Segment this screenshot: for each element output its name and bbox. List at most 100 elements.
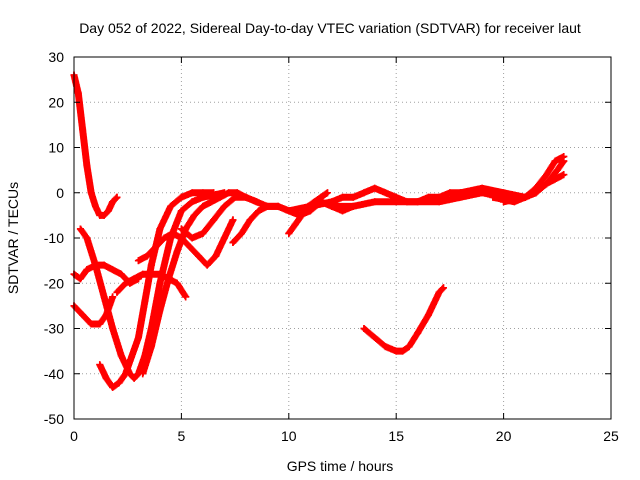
- data-point: [83, 162, 91, 170]
- data-point: [177, 193, 185, 201]
- data-point: [238, 229, 246, 237]
- data-point: [285, 229, 293, 237]
- data-point: [134, 334, 142, 342]
- data-point: [306, 202, 314, 210]
- data-point: [207, 198, 215, 206]
- data-point: [177, 207, 185, 215]
- data-point: [242, 193, 250, 201]
- data-series: [70, 71, 568, 391]
- axis-ticks: 0 5 10 15 20 25 -50 -40 -30 -20 -10 0 10 20 30: [44, 49, 619, 444]
- data-point: [439, 284, 447, 292]
- data-point: [457, 189, 465, 197]
- data-point: [414, 329, 422, 337]
- data-point: [424, 311, 432, 319]
- data-point: [500, 198, 508, 206]
- y-axis-label: SDTVAR / TECUs: [5, 182, 21, 294]
- data-point: [167, 202, 175, 210]
- series-arc-10: [229, 198, 357, 247]
- data-point: [339, 193, 346, 201]
- data-point: [371, 184, 379, 192]
- data-point: [83, 266, 91, 274]
- data-point: [195, 252, 203, 260]
- grid-lines: [74, 57, 611, 419]
- data-point: [500, 189, 508, 197]
- data-point: [117, 270, 125, 278]
- x-tick-label: 20: [496, 428, 512, 444]
- data-point: [253, 198, 261, 206]
- data-point: [74, 89, 82, 97]
- data-point: [199, 189, 207, 197]
- data-point: [291, 220, 299, 228]
- data-point: [360, 325, 368, 332]
- data-point: [173, 248, 181, 256]
- data-point: [212, 252, 220, 260]
- data-point: [139, 370, 147, 378]
- data-point: [130, 374, 138, 382]
- data-point: [100, 293, 108, 301]
- data-point: [109, 325, 117, 332]
- data-point: [435, 288, 443, 296]
- data-point: [83, 234, 91, 242]
- data-point: [122, 370, 130, 378]
- data-point: [543, 180, 551, 188]
- series-markers: [360, 284, 447, 355]
- data-point: [165, 275, 173, 283]
- data-point: [392, 198, 400, 206]
- data-point: [360, 189, 368, 197]
- data-point: [100, 211, 108, 219]
- data-point: [188, 198, 196, 206]
- data-point: [199, 202, 207, 210]
- data-point: [102, 374, 110, 382]
- data-point: [87, 320, 95, 328]
- data-point: [478, 184, 486, 192]
- data-point: [190, 211, 198, 219]
- data-point: [328, 202, 336, 210]
- y-tick-label: 20: [48, 94, 64, 110]
- data-point: [113, 193, 121, 201]
- data-point: [225, 189, 233, 197]
- data-point: [371, 334, 379, 342]
- data-point: [109, 383, 117, 391]
- data-point: [109, 293, 117, 301]
- data-point: [560, 153, 568, 161]
- data-point: [323, 189, 331, 197]
- data-point: [216, 193, 224, 201]
- data-point: [392, 347, 400, 355]
- data-point: [147, 270, 155, 278]
- data-point: [186, 243, 194, 251]
- data-point: [553, 166, 561, 174]
- data-point: [543, 171, 551, 179]
- data-point: [160, 234, 168, 242]
- data-point: [381, 343, 389, 351]
- y-tick-label: 10: [48, 140, 64, 156]
- data-point: [285, 207, 293, 215]
- data-point: [551, 157, 559, 165]
- x-tick-label: 10: [281, 428, 297, 444]
- data-point: [521, 193, 529, 201]
- data-point: [220, 234, 228, 242]
- data-point: [405, 343, 413, 351]
- y-tick-label: -40: [44, 366, 64, 382]
- data-point: [143, 252, 151, 260]
- data-point: [91, 202, 99, 210]
- data-point: [274, 202, 282, 210]
- data-point: [156, 270, 164, 278]
- data-point: [182, 293, 190, 301]
- data-point: [560, 171, 568, 179]
- data-point: [130, 275, 138, 283]
- data-point: [113, 288, 121, 296]
- data-point: [203, 261, 211, 269]
- data-point: [156, 279, 164, 287]
- data-point: [210, 216, 218, 224]
- data-point: [177, 225, 185, 233]
- data-point: [188, 234, 196, 242]
- data-point: [117, 352, 125, 360]
- data-point: [122, 279, 130, 287]
- x-tick-label: 15: [388, 428, 404, 444]
- x-tick-label: 25: [603, 428, 619, 444]
- x-tick-label: 5: [178, 428, 186, 444]
- data-point: [435, 198, 443, 206]
- data-point: [139, 270, 147, 278]
